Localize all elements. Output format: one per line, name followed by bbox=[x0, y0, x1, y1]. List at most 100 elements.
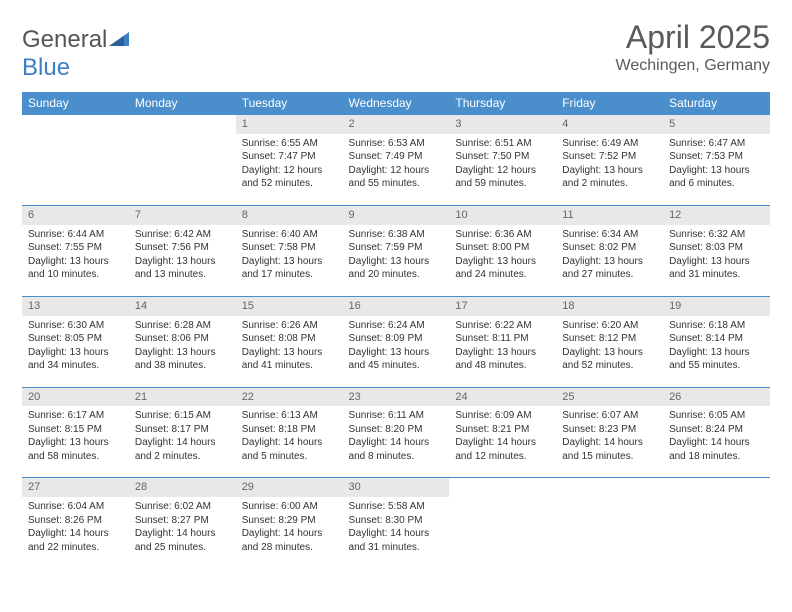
daylight-text: Daylight: 12 hours and 59 minutes. bbox=[455, 164, 550, 191]
sunrise-text: Sunrise: 6:55 AM bbox=[242, 137, 337, 151]
sunrise-text: Sunrise: 6:53 AM bbox=[349, 137, 444, 151]
daylight-text: Daylight: 13 hours and 27 minutes. bbox=[562, 255, 657, 282]
daynum-row: 6789101112 bbox=[22, 205, 770, 224]
daylight-text: Daylight: 13 hours and 17 minutes. bbox=[242, 255, 337, 282]
daylight-text: Daylight: 14 hours and 31 minutes. bbox=[349, 527, 444, 554]
day-content-cell: Sunrise: 6:13 AMSunset: 8:18 PMDaylight:… bbox=[236, 406, 343, 478]
weekday-header: Tuesday bbox=[236, 92, 343, 115]
sunset-text: Sunset: 8:30 PM bbox=[349, 514, 444, 528]
sunrise-text: Sunrise: 6:26 AM bbox=[242, 319, 337, 333]
day-content-cell: Sunrise: 6:09 AMSunset: 8:21 PMDaylight:… bbox=[449, 406, 556, 478]
sunrise-text: Sunrise: 6:13 AM bbox=[242, 409, 337, 423]
sunrise-text: Sunrise: 6:49 AM bbox=[562, 137, 657, 151]
sunset-text: Sunset: 8:08 PM bbox=[242, 332, 337, 346]
sail-icon bbox=[109, 26, 131, 44]
sunrise-text: Sunrise: 6:28 AM bbox=[135, 319, 230, 333]
sunrise-text: Sunrise: 6:05 AM bbox=[669, 409, 764, 423]
content-row: Sunrise: 6:44 AMSunset: 7:55 PM Daylight:… bbox=[22, 225, 770, 297]
day-number-cell: 19 bbox=[663, 296, 770, 315]
sunset-text: Sunset: 7:52 PM bbox=[562, 150, 657, 164]
day-number-cell: 14 bbox=[129, 296, 236, 315]
day-number-cell: 25 bbox=[556, 387, 663, 406]
day-number-cell bbox=[663, 478, 770, 497]
day-number-cell bbox=[129, 115, 236, 134]
sunrise-text: Sunrise: 6:42 AM bbox=[135, 228, 230, 242]
sunset-text: Sunset: 8:00 PM bbox=[455, 241, 550, 255]
sunrise-text: Sunrise: 6:24 AM bbox=[349, 319, 444, 333]
sunrise-text: Sunrise: 6:32 AM bbox=[669, 228, 764, 242]
sunrise-text: Sunrise: 6:20 AM bbox=[562, 319, 657, 333]
sunset-text: Sunset: 7:59 PM bbox=[349, 241, 444, 255]
weekday-header: Sunday bbox=[22, 92, 129, 115]
day-content-cell bbox=[129, 134, 236, 206]
day-content-cell: Sunrise: 6:30 AMSunset: 8:05 PMDaylight:… bbox=[22, 316, 129, 388]
sunset-text: Sunset: 8:09 PM bbox=[349, 332, 444, 346]
sunset-text: Sunset: 7:55 PM bbox=[28, 241, 123, 255]
weekday-header: Monday bbox=[129, 92, 236, 115]
day-content-cell bbox=[449, 497, 556, 568]
day-number-cell: 4 bbox=[556, 115, 663, 134]
day-number-cell: 23 bbox=[343, 387, 450, 406]
sunrise-text: Sunrise: 6:30 AM bbox=[28, 319, 123, 333]
day-number-cell: 15 bbox=[236, 296, 343, 315]
sunset-text: Sunset: 8:06 PM bbox=[135, 332, 230, 346]
daylight-text: Daylight: 14 hours and 18 minutes. bbox=[669, 436, 764, 463]
day-number-cell: 1 bbox=[236, 115, 343, 134]
daylight-text: Daylight: 13 hours and 31 minutes. bbox=[669, 255, 764, 282]
day-content-cell: Sunrise: 6:42 AMSunset: 7:56 PMDaylight:… bbox=[129, 225, 236, 297]
daylight-text: Daylight: 12 hours and 55 minutes. bbox=[349, 164, 444, 191]
sunrise-text: Sunrise: 6:38 AM bbox=[349, 228, 444, 242]
daylight-text: Daylight: 13 hours and 2 minutes. bbox=[562, 164, 657, 191]
sunset-text: Sunset: 7:53 PM bbox=[669, 150, 764, 164]
day-number-cell: 26 bbox=[663, 387, 770, 406]
sunrise-text: Sunrise: 6:00 AM bbox=[242, 500, 337, 514]
sunrise-text: Sunrise: 5:58 AM bbox=[349, 500, 444, 514]
day-number-cell: 17 bbox=[449, 296, 556, 315]
sunrise-text: Sunrise: 6:11 AM bbox=[349, 409, 444, 423]
day-content-cell: Sunrise: 5:58 AMSunset: 8:30 PMDaylight:… bbox=[343, 497, 450, 568]
sunset-text: Sunset: 8:02 PM bbox=[562, 241, 657, 255]
brand-name-a: General bbox=[22, 26, 107, 53]
calendar-table: Sunday Monday Tuesday Wednesday Thursday… bbox=[22, 92, 770, 568]
sunset-text: Sunset: 7:49 PM bbox=[349, 150, 444, 164]
day-number-cell: 6 bbox=[22, 205, 129, 224]
day-content-cell: Sunrise: 6:47 AMSunset: 7:53 PMDaylight:… bbox=[663, 134, 770, 206]
day-content-cell: Sunrise: 6:02 AMSunset: 8:27 PMDaylight:… bbox=[129, 497, 236, 568]
day-content-cell: Sunrise: 6:44 AMSunset: 7:55 PMDaylight:… bbox=[22, 225, 129, 297]
daynum-row: 20212223242526 bbox=[22, 387, 770, 406]
sunset-text: Sunset: 8:26 PM bbox=[28, 514, 123, 528]
content-row: Sunrise: 6:55 AMSunset: 7:47 PMDaylight:… bbox=[22, 134, 770, 206]
day-content-cell: Sunrise: 6:51 AMSunset: 7:50 PMDaylight:… bbox=[449, 134, 556, 206]
daylight-text: Daylight: 14 hours and 5 minutes. bbox=[242, 436, 337, 463]
day-content-cell: Sunrise: 6:26 AMSunset: 8:08 PMDaylight:… bbox=[236, 316, 343, 388]
sunset-text: Sunset: 8:27 PM bbox=[135, 514, 230, 528]
day-content-cell: Sunrise: 6:18 AMSunset: 8:14 PMDaylight:… bbox=[663, 316, 770, 388]
brand-name: General Blue bbox=[22, 26, 131, 82]
daylight-text: Daylight: 12 hours and 52 minutes. bbox=[242, 164, 337, 191]
day-content-cell: Sunrise: 6:22 AMSunset: 8:11 PMDaylight:… bbox=[449, 316, 556, 388]
weekday-header: Friday bbox=[556, 92, 663, 115]
day-content-cell: Sunrise: 6:24 AMSunset: 8:09 PMDaylight:… bbox=[343, 316, 450, 388]
day-content-cell bbox=[22, 134, 129, 206]
weekday-header: Thursday bbox=[449, 92, 556, 115]
daynum-row: 27282930 bbox=[22, 478, 770, 497]
day-number-cell: 13 bbox=[22, 296, 129, 315]
sunset-text: Sunset: 8:14 PM bbox=[669, 332, 764, 346]
day-number-cell: 30 bbox=[343, 478, 450, 497]
sunrise-text: Sunrise: 6:09 AM bbox=[455, 409, 550, 423]
daylight-text: Daylight: 13 hours and 45 minutes. bbox=[349, 346, 444, 373]
day-number-cell: 27 bbox=[22, 478, 129, 497]
day-content-cell: Sunrise: 6:17 AMSunset: 8:15 PMDaylight:… bbox=[22, 406, 129, 478]
daynum-row: 13141516171819 bbox=[22, 296, 770, 315]
sunset-text: Sunset: 8:17 PM bbox=[135, 423, 230, 437]
daylight-text: Daylight: 13 hours and 52 minutes. bbox=[562, 346, 657, 373]
sunrise-text: Sunrise: 6:02 AM bbox=[135, 500, 230, 514]
day-number-cell: 3 bbox=[449, 115, 556, 134]
day-content-cell: Sunrise: 6:36 AMSunset: 8:00 PMDaylight:… bbox=[449, 225, 556, 297]
sunset-text: Sunset: 7:58 PM bbox=[242, 241, 337, 255]
sunrise-text: Sunrise: 6:17 AM bbox=[28, 409, 123, 423]
sunrise-text: Sunrise: 6:44 AM bbox=[28, 228, 123, 242]
sunset-text: Sunset: 8:21 PM bbox=[455, 423, 550, 437]
day-content-cell bbox=[556, 497, 663, 568]
daylight-text: Daylight: 13 hours and 48 minutes. bbox=[455, 346, 550, 373]
